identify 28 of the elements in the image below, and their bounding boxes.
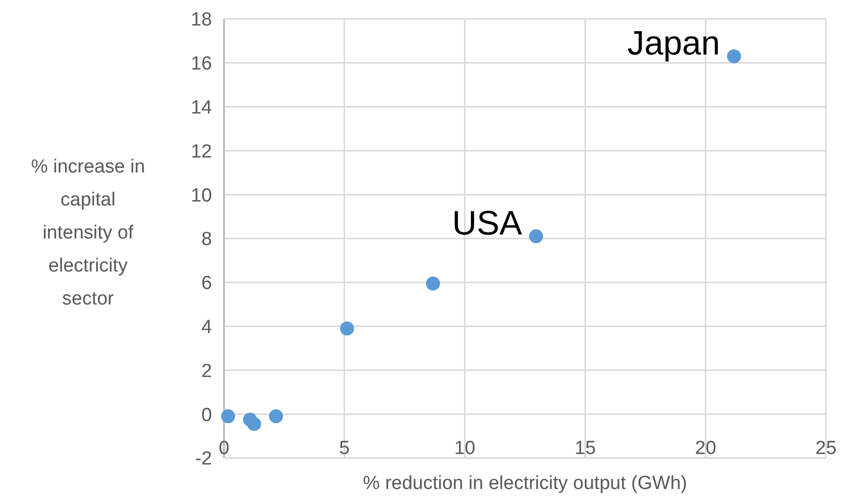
x-tick-label: 20	[695, 438, 716, 459]
y-tick-label: 4	[201, 316, 212, 338]
y-tick-label: 0	[201, 404, 212, 426]
x-axis-title: % reduction in electricity output (GWh)	[362, 473, 688, 494]
point	[247, 416, 262, 431]
point	[269, 409, 284, 424]
point	[340, 321, 354, 336]
annotation: Japan	[627, 24, 720, 62]
y-tick-label: 18	[190, 10, 212, 31]
y-tick-label: 14	[190, 97, 212, 118]
y-tick-label: 10	[190, 185, 212, 206]
y-tick-label: 8	[201, 229, 212, 250]
x-tick-label: 25	[815, 438, 837, 459]
point	[727, 49, 742, 64]
point	[426, 276, 440, 290]
x-tick-label: 0	[218, 438, 230, 459]
y-axis-title: % increase in capital intensity of electricity sector	[30, 156, 146, 310]
y-tick-label: 6	[201, 273, 212, 294]
y-tick-label: -2	[195, 448, 212, 470]
annotation: USA	[452, 204, 522, 242]
x-tick-label: 10	[454, 438, 476, 459]
y-tick-label: 2	[201, 360, 212, 382]
x-tick-label: 15	[574, 438, 596, 459]
x-tick-label: 5	[339, 438, 350, 459]
point	[221, 409, 236, 424]
y-tick-label: 12	[190, 141, 212, 162]
point	[529, 229, 544, 244]
y-tick-label: 16	[190, 54, 212, 75]
